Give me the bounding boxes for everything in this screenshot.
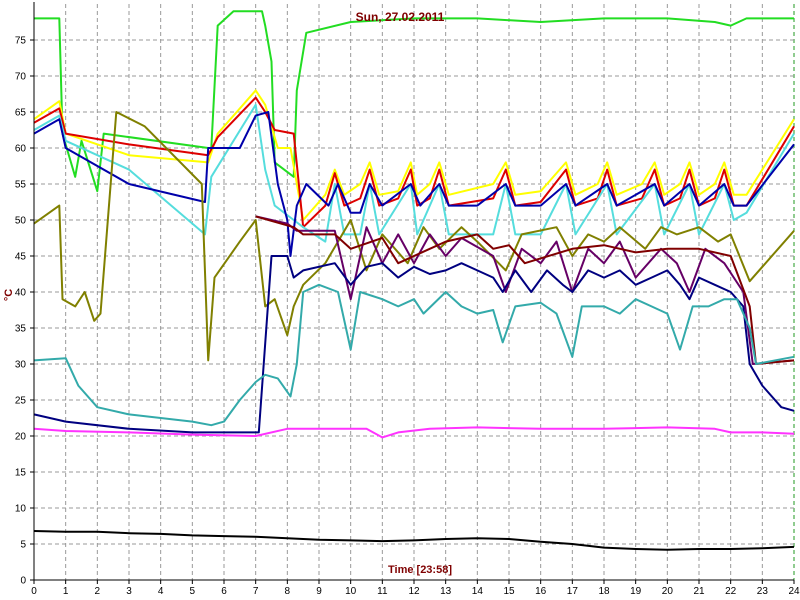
x-tick-label: 14 [472,586,484,597]
y-axis-title: °C [3,289,15,301]
chart-title: Sun, 27.02.2011 [356,10,445,24]
series-line-1 [34,10,794,193]
x-tick-label: 9 [316,586,322,597]
x-tick-label: 24 [788,586,800,597]
x-tick-label: 17 [567,586,579,597]
y-tick-label: 75 [15,36,27,47]
y-tick-label: 0 [20,576,26,587]
x-tick-label: 16 [535,586,547,597]
y-tick-label: 70 [15,72,27,83]
x-tick-label: 21 [693,586,705,597]
y-tick-label: 50 [15,216,27,227]
y-tick-label: 45 [15,252,27,263]
x-tick-label: 13 [440,586,452,597]
y-tick-label: 15 [15,468,27,479]
x-tick-label: 2 [95,586,101,597]
x-tick-label: 19 [630,586,642,597]
series-line-8 [255,215,795,365]
grid [34,4,795,580]
y-tick-label: 5 [20,540,26,551]
y-tick-label: 65 [15,108,27,119]
y-tick-label: 60 [15,144,27,155]
series-lines [33,10,795,551]
series-line-12 [33,530,795,551]
x-tick-label: 5 [190,586,196,597]
series-line-9 [33,255,795,434]
x-axis-title: Time [23:58] [388,564,452,576]
series-line-7 [255,215,795,365]
series-line-10 [33,283,795,427]
x-tick-label: 8 [285,586,291,597]
x-tick-label: 4 [158,586,164,597]
x-tick-label: 7 [253,586,259,597]
x-tick-label: 12 [408,586,420,597]
series-line-2 [33,89,795,221]
x-tick-label: 23 [757,586,769,597]
x-tick-label: 6 [221,586,227,597]
x-tick-label: 18 [598,586,610,597]
y-tick-label: 55 [15,180,27,191]
x-tick-label: 15 [503,586,515,597]
y-tick-label: 40 [15,288,27,299]
y-tick-label: 25 [15,396,27,407]
x-tick-label: 11 [377,586,388,597]
y-tick-label: 35 [15,324,27,335]
x-tick-label: 20 [662,586,674,597]
x-tick-label: 1 [63,586,69,597]
x-tick-label: 3 [126,586,132,597]
y-tick-label: 10 [15,504,27,515]
series-line-11 [33,426,795,439]
y-tick-label: 30 [15,360,27,371]
x-tick-label: 22 [725,586,737,597]
x-tick-label: 0 [31,586,37,597]
series-line-5 [33,111,795,257]
tick-labels: 0 1 2 3 4 5 6 7 8 9 10 11 12 13 14 15 16 17 18 19 20 21 22 23 24… [15,36,800,598]
y-tick-label: 20 [15,432,27,443]
series-line-4 [33,103,795,243]
x-tick-label: 10 [345,586,357,597]
